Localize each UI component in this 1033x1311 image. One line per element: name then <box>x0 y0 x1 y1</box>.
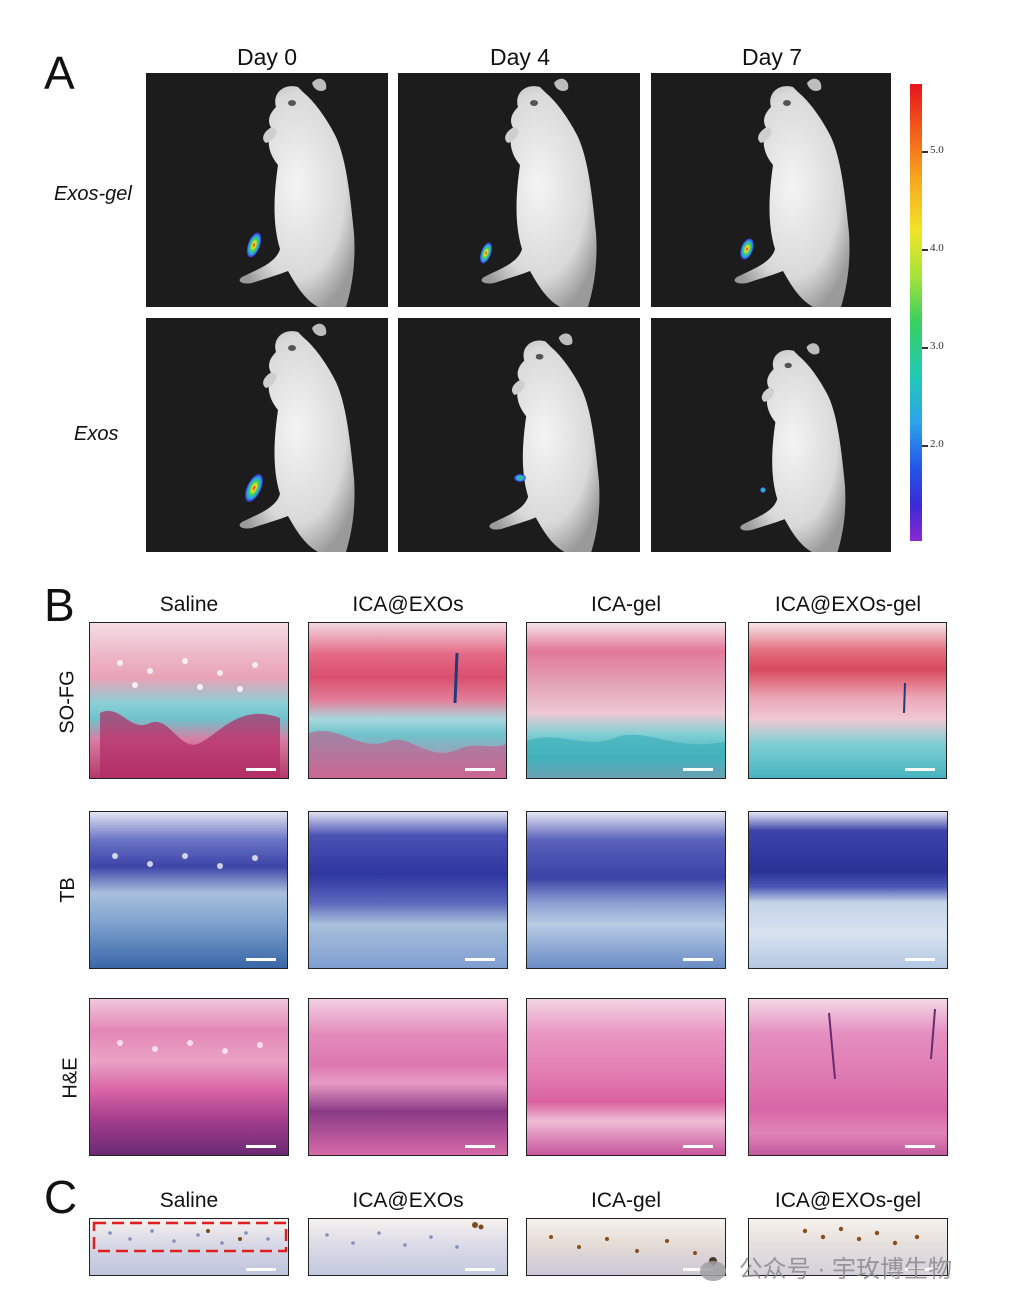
panel-a-column-header: Day 4 <box>489 44 551 70</box>
histology-tb-saline <box>89 811 288 969</box>
watermark: 公众号 · 宇玫博生物 <box>700 1258 952 1282</box>
histology-he-ica-exos-gel <box>748 998 948 1156</box>
panel-a-column-header: Day 0 <box>236 44 298 70</box>
scale-bar <box>683 1268 713 1271</box>
panel-c-column-header: Saline <box>159 1189 219 1212</box>
scale-bar <box>465 958 495 961</box>
scale-bar <box>683 958 713 961</box>
histology-he-saline <box>89 998 289 1156</box>
colorbar-tick-label: 3.0 <box>930 340 944 352</box>
scale-bar <box>246 958 276 961</box>
colorbar <box>910 84 922 541</box>
ivis-image-exos-day7 <box>651 318 891 552</box>
scale-bar <box>905 768 935 771</box>
ivis-image-exos-gel-day0 <box>146 73 388 307</box>
colorbar-tick-label: 2.0 <box>930 438 944 450</box>
colorbar-tick-label: 4.0 <box>930 242 944 254</box>
scale-bar <box>905 1145 935 1148</box>
ihc-ica-exos <box>308 1218 508 1276</box>
panel-b-row-label: TB <box>56 877 79 903</box>
histology-sofg-ica-exos-gel <box>748 622 947 779</box>
scale-bar <box>246 1268 276 1271</box>
scale-bar <box>246 1145 276 1148</box>
panel-b-row-label: H&E <box>59 1057 82 1099</box>
watermark-text: 公众号 · 宇玫博生物 <box>738 1256 952 1283</box>
colorbar-tick <box>922 347 928 349</box>
ivis-image-exos-day0 <box>146 318 388 552</box>
histology-sofg-ica-exos <box>308 622 507 779</box>
histology-he-ica-exos <box>308 998 508 1156</box>
scale-bar <box>246 768 276 771</box>
panel-a-row-label: Exos <box>74 423 119 445</box>
colorbar-tick <box>922 151 928 153</box>
panel-b-column-header: ICA-gel <box>590 593 662 616</box>
histology-tb-ica-gel <box>526 811 726 969</box>
histology-tb-ica-exos-gel <box>748 811 948 969</box>
scale-bar <box>683 1145 713 1148</box>
wechat-icon <box>700 1260 726 1281</box>
histology-sofg-saline <box>89 622 289 779</box>
histology-tb-ica-exos <box>308 811 508 969</box>
panel-b-column-header: Saline <box>159 593 219 616</box>
scale-bar <box>465 1268 495 1271</box>
scale-bar <box>905 1268 935 1271</box>
histology-sofg-ica-gel <box>526 622 726 779</box>
colorbar-tick <box>922 249 928 251</box>
panel-c-letter: C <box>44 1171 78 1223</box>
ivis-image-exos-gel-day4 <box>398 73 640 307</box>
panel-b-column-header: ICA@EXOs-gel <box>774 593 922 616</box>
panel-a-column-header: Day 7 <box>741 44 803 70</box>
panel-b-letter: B <box>44 579 75 631</box>
scale-bar <box>465 768 495 771</box>
scale-bar <box>905 958 935 961</box>
ivis-image-exos-gel-day7 <box>651 73 891 307</box>
scale-bar <box>465 1145 495 1148</box>
panel-a-letter: A <box>44 47 75 99</box>
panel-c-column-header: ICA@EXOs-gel <box>774 1189 922 1212</box>
panel-c-column-header: ICA@EXOs <box>352 1189 464 1212</box>
scale-bar <box>683 768 713 771</box>
ihc-ica-exos-gel <box>748 1218 948 1276</box>
ivis-image-exos-day4 <box>398 318 640 552</box>
panel-b-row-label: SO-FG <box>56 670 79 734</box>
panel-b-column-header: ICA@EXOs <box>352 593 464 616</box>
colorbar-tick <box>922 445 928 447</box>
panel-c-column-header: ICA-gel <box>590 1189 662 1212</box>
colorbar-tick-label: 5.0 <box>930 144 944 156</box>
histology-he-ica-gel <box>526 998 726 1156</box>
panel-a-row-label: Exos-gel <box>54 183 132 205</box>
ihc-ica-gel <box>526 1218 726 1276</box>
ihc-saline <box>89 1218 289 1276</box>
